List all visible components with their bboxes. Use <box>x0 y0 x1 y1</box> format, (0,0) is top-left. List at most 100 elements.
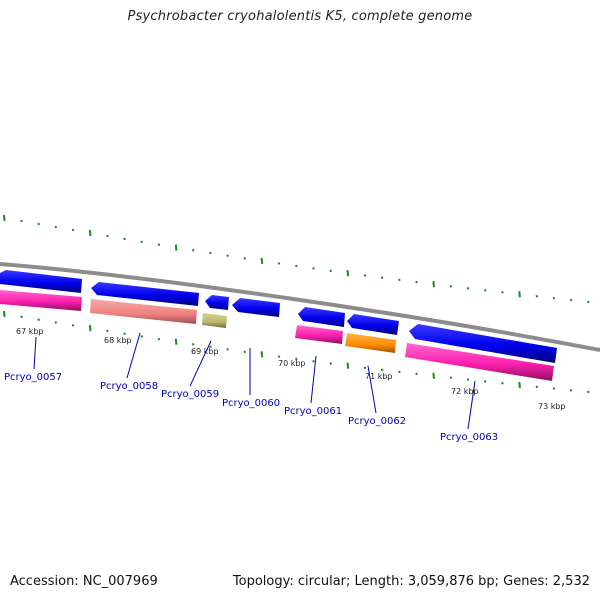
marker-tick <box>174 244 178 251</box>
genome-summary-text: Topology: circular; Length: 3,059,876 bp… <box>232 574 590 589</box>
gene-label-0061[interactable]: Pcryo_0061 <box>284 406 342 417</box>
scale-tick-label: 69 kbp <box>191 347 219 356</box>
marker-tick <box>398 370 401 374</box>
marker-tick <box>466 287 470 290</box>
leader-line-0061 <box>310 355 317 404</box>
leader-line-0063 <box>467 380 476 430</box>
cds-arrow-0060[interactable] <box>232 298 280 317</box>
gene-label-0060[interactable]: Pcryo_0060 <box>222 398 280 409</box>
marker-tick <box>174 338 178 345</box>
cds-arrow-0062[interactable] <box>347 314 399 335</box>
marker-tick <box>569 298 573 302</box>
marker-tick <box>20 315 23 319</box>
marker-tick <box>587 390 590 394</box>
marker-tick <box>277 355 281 358</box>
cds-arrow-0059[interactable] <box>205 295 229 310</box>
marker-tick <box>295 357 298 361</box>
accession-text: Accession: NC_007969 <box>10 574 158 589</box>
scale-tick-label: 67 kbp <box>16 327 44 336</box>
upper-tick-row <box>3 214 590 304</box>
gene-box-0063[interactable] <box>405 343 554 381</box>
marker-tick <box>123 332 126 335</box>
marker-tick <box>312 267 315 270</box>
scale-tick-label: 70 kbp <box>278 359 306 368</box>
marker-tick <box>501 291 504 294</box>
marker-tick <box>123 237 126 241</box>
marker-tick <box>346 362 350 369</box>
gene-label-0057[interactable]: Pcryo_0057 <box>4 372 62 383</box>
marker-tick <box>3 310 6 318</box>
gene-label-0063[interactable]: Pcryo_0063 <box>440 432 498 443</box>
marker-tick <box>37 318 40 321</box>
marker-tick <box>71 324 75 327</box>
gene-box-0062[interactable] <box>345 333 396 353</box>
marker-tick <box>569 389 573 392</box>
marker-tick <box>191 343 195 346</box>
marker-tick <box>3 214 6 222</box>
cds-arrow-0061[interactable] <box>298 307 345 327</box>
marker-tick <box>312 360 315 363</box>
marker-tick <box>106 329 109 333</box>
marker-tick <box>587 300 590 304</box>
marker-tick <box>501 381 504 385</box>
marker-tick <box>140 335 143 338</box>
marker-tick <box>535 385 539 389</box>
marker-tick <box>449 285 453 288</box>
marker-tick <box>140 240 143 244</box>
marker-tick <box>209 251 212 255</box>
cds-arrow-0057[interactable] <box>0 270 82 293</box>
marker-tick <box>518 381 521 389</box>
marker-tick <box>277 262 281 265</box>
gene-label-0062[interactable]: Pcryo_0062 <box>348 416 406 427</box>
marker-tick <box>106 234 109 238</box>
map-title: Psychrobacter cryohalolentis K5, complet… <box>127 9 473 24</box>
marker-tick <box>260 257 264 265</box>
marker-tick <box>243 257 247 260</box>
leader-line-0062 <box>367 365 377 414</box>
marker-tick <box>398 278 401 282</box>
marker-tick <box>88 325 92 332</box>
gene-box-0057[interactable] <box>0 290 82 311</box>
genome-backbone <box>0 262 600 352</box>
marker-tick <box>226 254 229 257</box>
marker-tick <box>37 222 40 226</box>
gene-box-0061[interactable] <box>295 325 343 344</box>
marker-tick <box>54 321 58 324</box>
marker-tick <box>346 270 350 277</box>
marker-tick <box>415 372 418 376</box>
cds-arrow-0058[interactable] <box>91 282 199 306</box>
marker-tick <box>483 289 487 292</box>
leader-line-0058 <box>126 332 141 379</box>
marker-tick <box>518 291 521 298</box>
marker-tick <box>329 269 332 273</box>
marker-tick <box>157 337 161 341</box>
marker-tick <box>191 249 195 252</box>
marker-tick <box>535 294 539 298</box>
label-leaders <box>33 332 476 430</box>
marker-tick <box>380 276 384 279</box>
gene-box-0059[interactable] <box>202 313 227 328</box>
leader-line-0057 <box>33 336 37 370</box>
marker-tick <box>295 264 298 268</box>
marker-tick <box>483 380 487 383</box>
gene-box-0058[interactable] <box>90 299 197 324</box>
scale-tick-label: 71 kbp <box>365 372 393 381</box>
marker-tick <box>88 229 92 237</box>
gene-label-0059[interactable]: Pcryo_0059 <box>161 389 219 400</box>
scale-tick-label: 72 kbp <box>451 387 479 396</box>
marker-tick <box>449 376 453 379</box>
gene-labels: Pcryo_0057 Pcryo_0058 Pcryo_0059 Pcryo_0… <box>4 372 498 443</box>
marker-tick <box>260 351 264 358</box>
marker-tick <box>363 274 367 277</box>
marker-tick <box>226 348 229 351</box>
marker-tick <box>329 362 332 365</box>
marker-tick <box>71 228 75 232</box>
gene-box-track <box>0 290 554 381</box>
forward-cds-track <box>0 270 557 363</box>
marker-tick <box>54 225 58 229</box>
gene-label-0058[interactable]: Pcryo_0058 <box>100 381 158 392</box>
marker-tick <box>552 387 556 390</box>
cds-arrow-0063[interactable] <box>409 324 557 363</box>
lower-tick-row <box>3 310 590 394</box>
scale-tick-label: 68 kbp <box>104 336 132 345</box>
